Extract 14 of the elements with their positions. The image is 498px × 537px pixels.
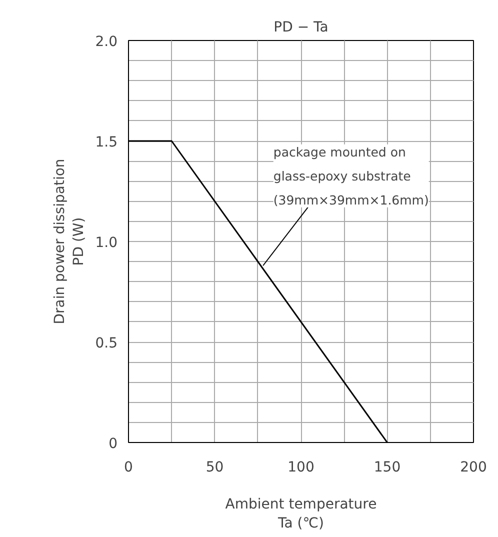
y-tick-label: 0 [108,436,118,452]
x-tick-label: 100 [288,460,314,476]
x-tick-label: 150 [374,460,401,476]
x-tick-label: 50 [206,460,224,476]
y-tick-label: 2.0 [95,34,118,50]
annotation: package mounted on glass-epoxy substrate (39mm×39mm×1.6mm) [273,144,429,208]
x-tick-label: 200 [460,460,487,476]
chart-title: PD − Ta [274,20,328,36]
y-axis-title: Drain power dissipation PD (W) [52,158,88,324]
x-axis-title: Ambient temperature Ta (℃) [225,496,377,532]
x-tick-label: 0 [124,460,133,476]
y-tick-label: 0.5 [95,336,118,352]
y-tick-label: 1.5 [95,134,118,150]
y-tick-label: 1.0 [95,235,118,251]
